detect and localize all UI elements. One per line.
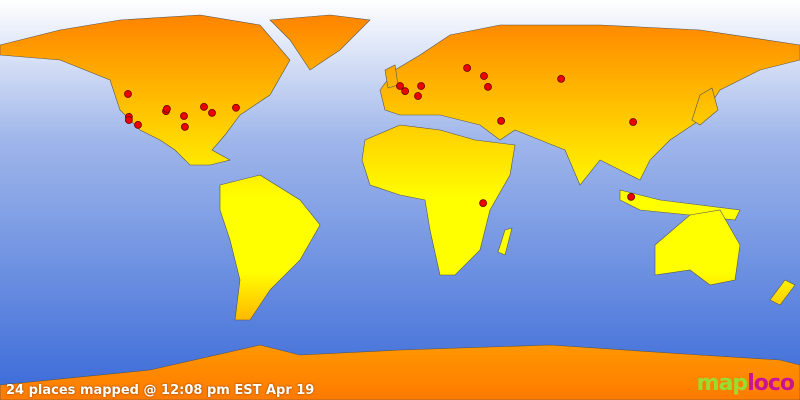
place-marker[interactable] bbox=[162, 104, 171, 113]
place-marker[interactable] bbox=[232, 103, 240, 112]
australia bbox=[654, 209, 741, 286]
place-marker[interactable] bbox=[180, 112, 188, 120]
place-marker[interactable] bbox=[200, 102, 208, 111]
place-markers bbox=[124, 64, 638, 208]
madagascar bbox=[497, 227, 513, 256]
south-america bbox=[219, 174, 321, 321]
place-marker[interactable] bbox=[414, 92, 422, 100]
place-marker[interactable] bbox=[208, 108, 216, 117]
places-caption: 24 places mapped @ 12:08 pm EST Apr 19 bbox=[6, 383, 315, 398]
eurasia bbox=[379, 24, 800, 186]
place-marker[interactable] bbox=[396, 82, 404, 90]
africa bbox=[361, 124, 516, 276]
place-marker[interactable] bbox=[124, 90, 132, 98]
place-marker[interactable] bbox=[480, 72, 488, 80]
antarctica bbox=[0, 344, 800, 400]
place-marker[interactable] bbox=[627, 192, 636, 201]
place-marker[interactable] bbox=[497, 116, 506, 125]
japan bbox=[691, 87, 719, 126]
maploco-logo[interactable]: maploco bbox=[696, 371, 795, 396]
place-marker[interactable] bbox=[180, 122, 189, 131]
greenland bbox=[269, 14, 371, 71]
place-marker[interactable] bbox=[463, 64, 472, 72]
place-marker[interactable] bbox=[124, 116, 133, 124]
place-marker[interactable] bbox=[134, 120, 142, 129]
place-marker[interactable] bbox=[417, 82, 426, 90]
place-marker[interactable] bbox=[557, 74, 566, 83]
place-marker[interactable] bbox=[484, 82, 492, 91]
north-america bbox=[0, 14, 291, 166]
place-marker[interactable] bbox=[401, 87, 410, 96]
place-marker[interactable] bbox=[479, 199, 488, 208]
new-zealand bbox=[769, 279, 796, 306]
place-marker[interactable] bbox=[629, 118, 638, 126]
